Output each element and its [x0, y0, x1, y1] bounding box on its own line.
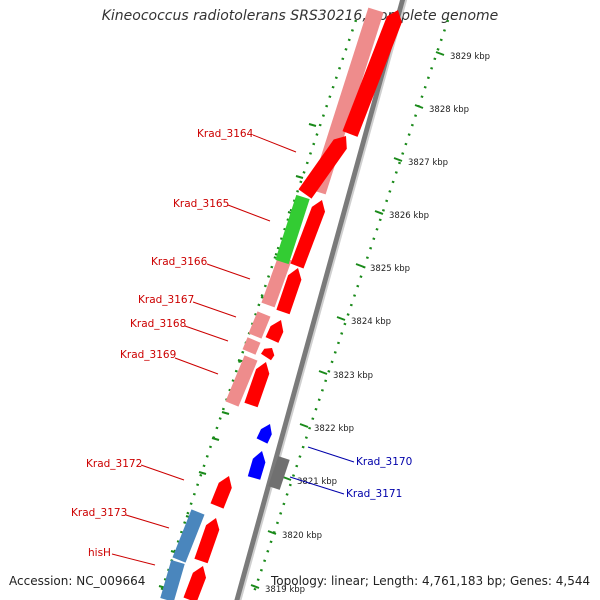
ruler-tick-label: 3826 kbp — [389, 211, 429, 221]
lane-tick — [211, 437, 220, 441]
steel-gene-block — [172, 509, 205, 563]
label-leader-line — [252, 134, 297, 153]
ruler-tick — [267, 530, 277, 535]
gene-label: Krad_3173 — [71, 507, 127, 519]
feature-lane-dotted-line — [158, 19, 358, 596]
gene-label: Krad_3165 — [173, 198, 229, 210]
gene-label: hisH — [88, 547, 111, 559]
ruler-tick-label: 3822 kbp — [314, 424, 354, 434]
gene-label: Krad_3168 — [130, 318, 186, 330]
pink-cds-block — [261, 255, 292, 308]
backbone-highlight — [239, 0, 408, 600]
cds-arrow — [183, 566, 206, 600]
blue-gene-arrow — [256, 424, 272, 444]
cds-arrow — [298, 136, 347, 199]
cds-arrow — [210, 476, 232, 509]
cds-arrow — [265, 320, 284, 343]
ruler-tick — [414, 104, 424, 109]
ruler-tick-label: 3820 kbp — [282, 531, 322, 541]
label-leader-line — [125, 514, 170, 529]
backbone-line — [234, 0, 407, 600]
label-leader-line — [206, 263, 251, 280]
cds-arrow — [194, 518, 220, 564]
ruler-tick-label: 3819 kbp — [265, 585, 305, 595]
lane-tick — [198, 471, 207, 475]
pink-cds-block — [248, 311, 271, 339]
steel-gene-block — [160, 560, 185, 600]
gene-label: Krad_3167 — [138, 294, 194, 306]
cds-arrow — [342, 10, 402, 137]
blue-gene-arrow — [247, 451, 266, 480]
ruler-tick-label: 3825 kbp — [370, 264, 410, 274]
accession-text: Accession: NC_009664 — [9, 574, 146, 588]
ruler-tick-label: 3824 kbp — [351, 317, 391, 327]
ruler-tick-label: 3823 kbp — [333, 371, 373, 381]
ruler-tick — [374, 210, 384, 215]
gene-label: Krad_3169 — [120, 349, 176, 361]
ruler-tick-label: 3827 kbp — [408, 158, 448, 168]
ruler-tick — [282, 476, 292, 481]
label-leader-line — [184, 325, 229, 342]
grey-gene-block — [268, 456, 290, 490]
ruler-tick — [299, 423, 309, 428]
gene-label: Krad_3171 — [346, 488, 402, 500]
ruler-tick-label: 3828 kbp — [429, 105, 469, 115]
lane-tick — [295, 175, 304, 179]
gene-label: Krad_3172 — [86, 458, 142, 470]
ruler-tick — [318, 370, 328, 375]
ruler-tick — [393, 157, 403, 162]
label-leader-line — [174, 357, 219, 375]
genome-summary-text: Topology: linear; Length: 4,761,183 bp; … — [271, 574, 591, 588]
gene-label: Krad_3164 — [197, 128, 254, 140]
rna-gene-block — [275, 194, 310, 265]
ruler-tick — [355, 263, 365, 268]
label-leader-line — [289, 476, 345, 495]
label-leader-line — [227, 204, 271, 222]
pink-cds-block — [242, 337, 261, 355]
cds-arrow — [276, 268, 302, 315]
lane-tick — [308, 123, 317, 127]
gene-label: Krad_3166 — [151, 256, 208, 268]
label-leader-line — [140, 464, 185, 481]
ruler-tick — [435, 51, 445, 56]
ruler-tick — [250, 584, 260, 589]
ruler-tick — [336, 316, 346, 321]
label-leader-line — [192, 301, 237, 318]
label-leader-line — [307, 446, 355, 463]
pink-cds-block — [225, 355, 258, 407]
ruler-dotted-line — [251, 19, 450, 596]
gene-label: Krad_3170 — [356, 456, 412, 468]
ruler-tick-label: 3821 kbp — [297, 477, 337, 487]
cds-arrow — [261, 348, 275, 361]
lane-tick — [221, 411, 230, 415]
cds-arrow — [290, 200, 325, 269]
cds-arrow — [244, 362, 270, 408]
ruler-tick-label: 3829 kbp — [450, 52, 490, 62]
label-leader-line — [111, 553, 156, 566]
